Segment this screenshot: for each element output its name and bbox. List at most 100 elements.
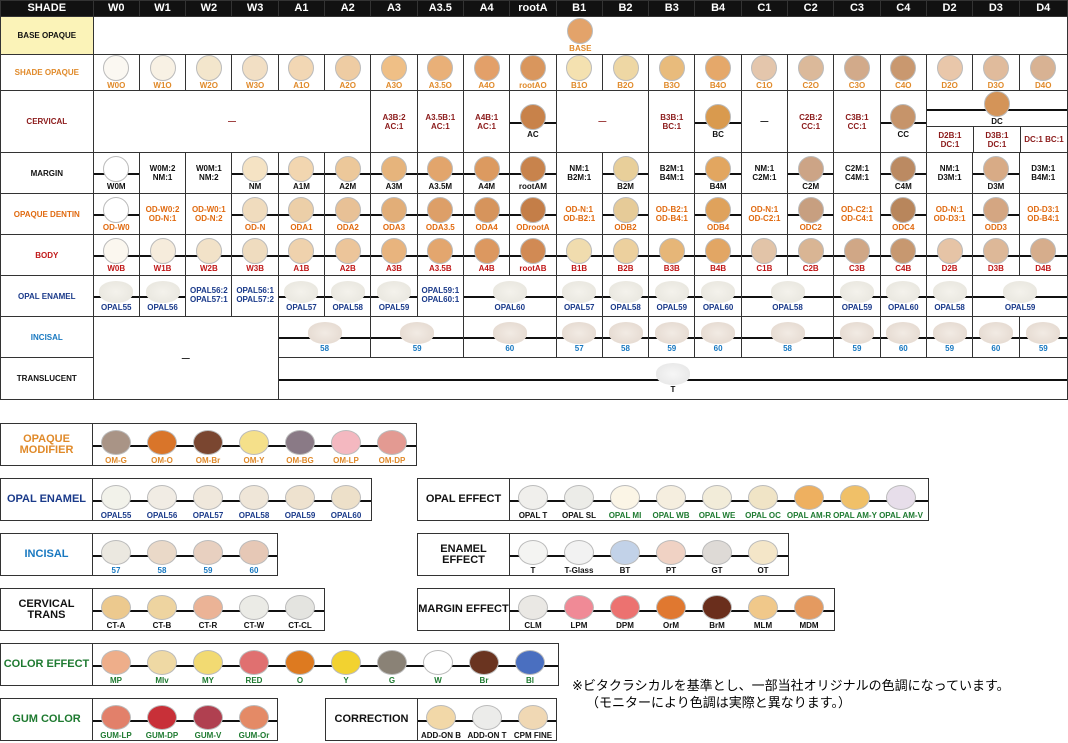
shade-chip[interactable] — [239, 540, 269, 565]
opal-disc[interactable] — [145, 280, 180, 303]
opal-disc[interactable] — [99, 280, 134, 303]
shade-chip[interactable] — [472, 705, 502, 730]
shade-chip[interactable] — [242, 196, 269, 223]
shade-chip[interactable] — [983, 91, 1010, 117]
shade-chip[interactable] — [936, 55, 963, 81]
incisal-disc[interactable] — [839, 321, 874, 344]
shade-chip[interactable] — [381, 196, 408, 223]
shade-chip[interactable] — [288, 55, 315, 81]
shade-chip[interactable] — [103, 237, 130, 264]
shade-chip[interactable] — [381, 155, 408, 182]
opal-disc[interactable] — [701, 280, 736, 303]
shade-chip[interactable] — [288, 155, 315, 182]
shade-chip[interactable] — [334, 196, 361, 223]
incisal-disc[interactable] — [562, 321, 597, 344]
shade-chip[interactable] — [564, 595, 594, 620]
opal-disc[interactable] — [932, 280, 967, 303]
shade-chip[interactable] — [101, 705, 131, 730]
shade-chip[interactable] — [751, 55, 778, 81]
shade-chip[interactable] — [331, 485, 361, 510]
shade-chip[interactable] — [794, 485, 824, 510]
shade-chip[interactable] — [239, 430, 269, 455]
opal-disc[interactable] — [839, 280, 874, 303]
shade-chip[interactable] — [982, 55, 1009, 81]
opal-disc[interactable] — [492, 280, 527, 303]
shade-chip[interactable] — [748, 540, 778, 565]
translucent-disc[interactable] — [655, 363, 690, 385]
shade-chip[interactable] — [377, 430, 407, 455]
shade-chip[interactable] — [193, 650, 223, 675]
shade-chip[interactable] — [797, 196, 824, 223]
incisal-disc[interactable] — [932, 321, 967, 344]
shade-chip[interactable] — [982, 237, 1009, 264]
shade-chip[interactable] — [427, 237, 454, 264]
shade-chip[interactable] — [103, 155, 130, 182]
shade-chip[interactable] — [564, 485, 594, 510]
shade-chip[interactable] — [427, 196, 454, 223]
incisal-disc[interactable] — [978, 321, 1013, 344]
shade-chip[interactable] — [427, 155, 454, 182]
shade-chip[interactable] — [612, 237, 639, 264]
shade-chip[interactable] — [101, 650, 131, 675]
shade-chip[interactable] — [285, 595, 315, 620]
shade-chip[interactable] — [518, 705, 548, 730]
shade-chip[interactable] — [982, 196, 1009, 223]
shade-chip[interactable] — [242, 237, 269, 264]
base-chip[interactable] — [567, 18, 594, 44]
shade-chip[interactable] — [519, 55, 546, 81]
opal-disc[interactable] — [284, 280, 319, 303]
shade-chip[interactable] — [612, 196, 639, 223]
shade-chip[interactable] — [193, 595, 223, 620]
shade-chip[interactable] — [381, 55, 408, 81]
shade-chip[interactable] — [519, 196, 546, 223]
shade-chip[interactable] — [797, 155, 824, 182]
shade-chip[interactable] — [890, 55, 917, 81]
shade-chip[interactable] — [705, 155, 732, 182]
shade-chip[interactable] — [564, 540, 594, 565]
shade-chip[interactable] — [610, 485, 640, 510]
incisal-disc[interactable] — [608, 321, 643, 344]
shade-chip[interactable] — [239, 485, 269, 510]
shade-chip[interactable] — [518, 595, 548, 620]
shade-chip[interactable] — [285, 485, 315, 510]
shade-chip[interactable] — [242, 55, 269, 81]
opal-disc[interactable] — [608, 280, 643, 303]
shade-chip[interactable] — [797, 237, 824, 264]
shade-chip[interactable] — [427, 55, 454, 81]
shade-chip[interactable] — [656, 540, 686, 565]
opal-disc[interactable] — [886, 280, 921, 303]
shade-chip[interactable] — [656, 595, 686, 620]
shade-chip[interactable] — [612, 155, 639, 182]
shade-chip[interactable] — [890, 196, 917, 223]
shade-chip[interactable] — [377, 650, 407, 675]
shade-chip[interactable] — [147, 485, 177, 510]
shade-chip[interactable] — [518, 540, 548, 565]
shade-chip[interactable] — [147, 430, 177, 455]
shade-chip[interactable] — [195, 55, 222, 81]
shade-chip[interactable] — [147, 595, 177, 620]
shade-chip[interactable] — [519, 237, 546, 264]
shade-chip[interactable] — [890, 104, 917, 130]
shade-chip[interactable] — [519, 155, 546, 182]
opal-disc[interactable] — [1003, 280, 1038, 303]
shade-chip[interactable] — [469, 650, 499, 675]
shade-chip[interactable] — [193, 430, 223, 455]
shade-chip[interactable] — [705, 104, 732, 130]
shade-chip[interactable] — [239, 650, 269, 675]
shade-chip[interactable] — [612, 55, 639, 81]
shade-chip[interactable] — [101, 485, 131, 510]
shade-chip[interactable] — [101, 595, 131, 620]
shade-chip[interactable] — [193, 540, 223, 565]
shade-chip[interactable] — [610, 595, 640, 620]
shade-chip[interactable] — [101, 430, 131, 455]
shade-chip[interactable] — [242, 155, 269, 182]
shade-chip[interactable] — [705, 196, 732, 223]
shade-chip[interactable] — [334, 237, 361, 264]
opal-disc[interactable] — [330, 280, 365, 303]
incisal-disc[interactable] — [400, 321, 435, 344]
shade-chip[interactable] — [381, 237, 408, 264]
shade-chip[interactable] — [331, 430, 361, 455]
shade-chip[interactable] — [195, 237, 222, 264]
shade-chip[interactable] — [705, 55, 732, 81]
shade-chip[interactable] — [473, 237, 500, 264]
